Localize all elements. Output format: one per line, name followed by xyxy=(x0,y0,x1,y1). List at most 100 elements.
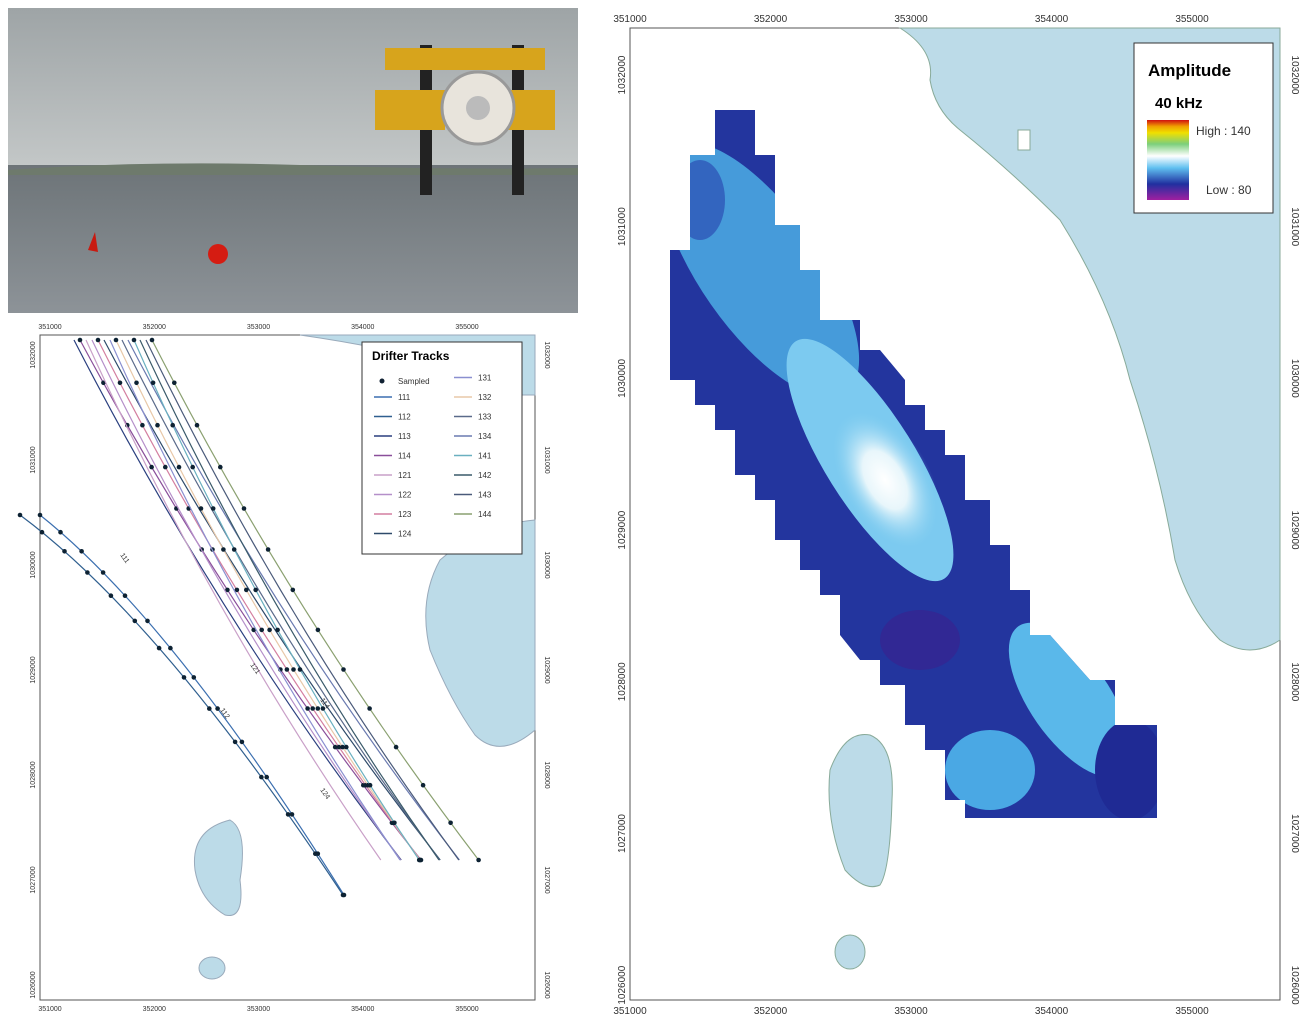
sample-point xyxy=(96,338,101,343)
sample-point xyxy=(341,893,346,898)
x-tick-label: 355000 xyxy=(455,324,478,331)
y-tick-label: 1028000 xyxy=(1289,662,1300,701)
sample-point xyxy=(192,675,197,680)
sample-point xyxy=(182,675,187,680)
legend-box xyxy=(362,342,522,554)
x-tick-label: 351000 xyxy=(38,1006,61,1013)
sample-point xyxy=(275,628,280,633)
sample-point xyxy=(150,338,155,343)
figure: 111112114121124 Drifter Tracks Sampled 1… xyxy=(0,0,1311,1025)
sample-point xyxy=(291,667,296,672)
sample-point xyxy=(140,423,145,428)
sample-point xyxy=(40,530,45,535)
sample-point xyxy=(313,851,318,856)
y-tick-label: 1029000 xyxy=(1289,511,1300,550)
sample-point xyxy=(151,381,156,386)
y-tick-label: 1032000 xyxy=(1289,56,1300,95)
sample-point xyxy=(232,547,237,552)
sample-point xyxy=(118,381,123,386)
x-tick-label: 351000 xyxy=(613,1006,647,1017)
sample-point xyxy=(316,706,321,711)
x-tick-label: 352000 xyxy=(754,14,788,25)
x-tick-label: 354000 xyxy=(351,1006,374,1013)
legend-high: High : 140 xyxy=(1196,124,1251,138)
x-tick-label: 355000 xyxy=(1175,1006,1209,1017)
sample-point xyxy=(199,506,204,511)
x-tick-label: 353000 xyxy=(247,1006,270,1013)
sample-point xyxy=(267,628,272,633)
x-tick-label: 353000 xyxy=(894,1006,928,1017)
legend-label: 123 xyxy=(398,510,412,519)
sample-point xyxy=(285,667,290,672)
legend-label: 112 xyxy=(398,413,411,422)
legend-label: 122 xyxy=(398,491,412,500)
y-tick-label: 1026000 xyxy=(30,971,37,998)
photo xyxy=(8,8,578,313)
legend-label: 131 xyxy=(478,374,492,383)
y-tick-label: 1029000 xyxy=(617,510,628,549)
y-tick-label: 1030000 xyxy=(30,551,37,578)
sample-point xyxy=(168,646,173,651)
y-tick-label: 1031000 xyxy=(1289,207,1300,246)
y-tick-label: 1032000 xyxy=(543,341,550,368)
legend-label: 133 xyxy=(478,413,492,422)
y-tick-label: 1028000 xyxy=(30,761,37,788)
y-tick-label: 1027000 xyxy=(617,814,628,853)
sample-point xyxy=(101,570,106,575)
sample-point xyxy=(310,706,315,711)
x-tick-label: 351000 xyxy=(613,14,647,25)
sample-point xyxy=(448,821,453,826)
sample-point xyxy=(114,338,119,343)
sample-point xyxy=(149,465,154,470)
y-tick-label: 1026000 xyxy=(1289,966,1300,1005)
sample-point xyxy=(123,593,128,598)
sample-point xyxy=(240,740,245,745)
sample-point xyxy=(85,570,90,575)
sample-point xyxy=(155,423,160,428)
sample-point xyxy=(394,745,399,750)
sample-point xyxy=(195,423,200,428)
legend-title: Amplitude xyxy=(1148,61,1231,80)
y-tick-label: 1027000 xyxy=(30,866,37,893)
x-tick-label: 355000 xyxy=(1175,14,1209,25)
sample-point xyxy=(291,588,296,593)
sample-point xyxy=(421,783,426,788)
x-tick-label: 353000 xyxy=(247,324,270,331)
legend-low: Low : 80 xyxy=(1206,183,1252,197)
sample-point xyxy=(286,812,291,817)
legend-label: 141 xyxy=(478,452,492,461)
y-tick-label: 1031000 xyxy=(30,446,37,473)
y-tick-label: 1032000 xyxy=(617,55,628,94)
y-tick-label: 1031000 xyxy=(617,207,628,246)
legend-frequency: 40 kHz xyxy=(1155,95,1203,112)
x-tick-label: 355000 xyxy=(455,1006,478,1013)
x-tick-label: 351000 xyxy=(38,324,61,331)
sample-point xyxy=(266,547,271,552)
sample-point xyxy=(253,588,258,593)
sample-point xyxy=(62,549,67,554)
sample-point xyxy=(78,338,83,343)
sample-point xyxy=(244,588,249,593)
legend-label: 144 xyxy=(478,510,492,519)
x-tick-label: 354000 xyxy=(1035,1006,1069,1017)
legend-label: 121 xyxy=(398,471,412,480)
sample-point xyxy=(157,646,162,651)
sample-point xyxy=(259,628,264,633)
x-tick-label: 352000 xyxy=(143,1006,166,1013)
sample-point xyxy=(305,706,310,711)
sample-point xyxy=(109,593,114,598)
sample-point xyxy=(38,513,43,518)
sample-point xyxy=(316,628,321,633)
y-tick-label: 1027000 xyxy=(543,866,550,893)
y-tick-label: 1028000 xyxy=(543,761,550,788)
legend-label: 111 xyxy=(398,393,411,402)
y-tick-label: 1027000 xyxy=(1289,814,1300,853)
sample-point xyxy=(476,858,481,863)
sample-point xyxy=(367,706,372,711)
sample-point xyxy=(145,619,150,624)
y-tick-label: 1029000 xyxy=(30,656,37,683)
sample-point xyxy=(132,338,137,343)
x-tick-label: 354000 xyxy=(1035,14,1069,25)
legend-label: Sampled xyxy=(398,377,430,386)
